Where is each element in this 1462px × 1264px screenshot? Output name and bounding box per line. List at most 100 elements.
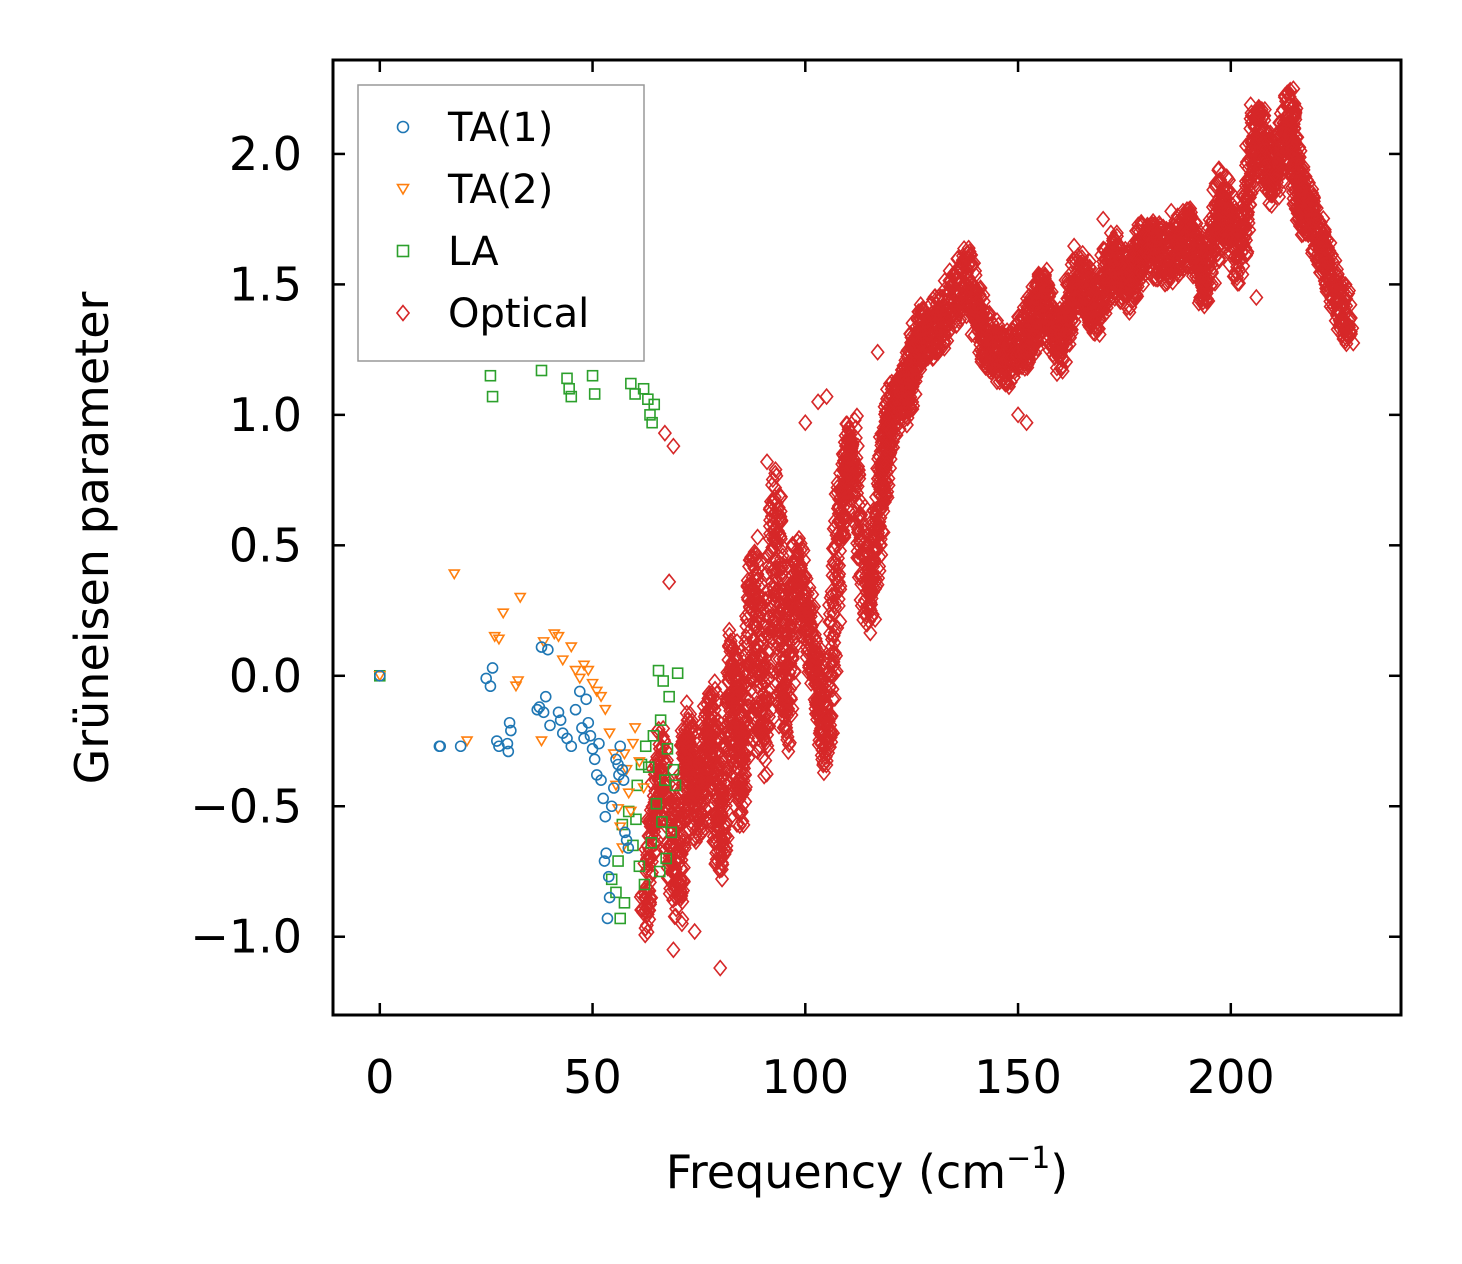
point-optical — [1296, 158, 1311, 176]
point-optical — [737, 699, 752, 717]
point-optical — [913, 296, 928, 314]
point-optical — [659, 751, 675, 769]
point-optical — [854, 506, 869, 524]
point-optical — [1240, 187, 1255, 205]
point-optical — [827, 616, 842, 635]
point-optical — [823, 666, 838, 684]
point-optical — [850, 477, 865, 496]
point-optical — [876, 474, 891, 492]
point-optical — [762, 717, 777, 735]
point-optical — [876, 502, 891, 520]
point-optical — [760, 625, 775, 644]
point-optical — [718, 817, 733, 835]
point-optical — [1237, 218, 1252, 236]
point-optical — [970, 292, 985, 310]
point-optical — [845, 434, 860, 452]
point-optical — [940, 313, 956, 332]
point-optical — [847, 464, 862, 482]
point-optical — [826, 653, 841, 671]
point-optical — [750, 528, 765, 546]
point-optical — [1105, 232, 1121, 250]
point-optical — [714, 759, 729, 778]
point-optical — [823, 728, 838, 747]
point-optical — [1150, 270, 1165, 288]
point-optical — [1294, 175, 1309, 193]
point-optical — [763, 657, 778, 676]
point-optical — [783, 655, 798, 673]
point-optical — [738, 712, 754, 731]
point-optical — [730, 784, 745, 803]
point-optical — [847, 485, 862, 504]
point-optical — [821, 712, 836, 730]
point-optical — [640, 837, 655, 855]
point-optical — [756, 693, 771, 711]
point-optical — [724, 688, 739, 706]
point-optical — [863, 624, 878, 642]
point-optical — [729, 815, 745, 834]
point-optical — [787, 663, 802, 681]
point-optical — [773, 550, 789, 568]
point-optical — [775, 559, 790, 577]
point-optical — [737, 675, 752, 693]
point-optical — [1304, 204, 1319, 222]
point-optical — [760, 681, 775, 700]
point-optical — [765, 470, 780, 489]
point-optical — [1232, 252, 1247, 270]
point-optical — [705, 721, 720, 740]
point-optical — [1204, 262, 1219, 281]
point-optical — [1014, 358, 1030, 376]
point-optical — [833, 612, 848, 631]
point-optical — [675, 910, 690, 928]
point-optical — [674, 851, 689, 869]
point-optical — [760, 589, 775, 608]
point-optical — [818, 713, 833, 732]
point-optical — [1049, 364, 1065, 383]
point-optical — [799, 569, 814, 588]
point-optical — [848, 466, 863, 485]
point-optical — [732, 771, 747, 789]
point-optical — [671, 850, 686, 868]
point-optical — [715, 832, 730, 851]
point-optical — [657, 774, 673, 792]
point-optical — [784, 627, 800, 645]
point-optical — [943, 272, 959, 290]
point-optical — [1205, 242, 1220, 260]
point-optical — [824, 637, 839, 656]
point-optical — [714, 829, 729, 847]
point-optical — [863, 573, 878, 591]
point-optical — [759, 604, 774, 623]
point-optical — [815, 750, 830, 769]
point-optical — [730, 779, 746, 798]
point-optical — [1120, 298, 1135, 316]
point-optical — [643, 895, 658, 913]
point-optical — [764, 541, 779, 560]
point-optical — [1227, 267, 1242, 285]
point-optical — [961, 255, 976, 274]
point-optical — [703, 698, 718, 716]
axis-ticks — [333, 60, 1401, 1015]
point-optical — [742, 551, 757, 569]
point-optical — [760, 547, 776, 566]
point-optical — [1219, 181, 1234, 199]
point-optical — [880, 455, 895, 473]
point-optical — [691, 800, 706, 819]
point-optical — [1061, 318, 1076, 336]
point-optical — [1207, 274, 1223, 292]
point-optical — [1000, 374, 1015, 392]
point-optical — [1183, 199, 1198, 218]
point-optical — [679, 694, 694, 712]
point-optical — [1286, 80, 1301, 98]
point-optical — [859, 605, 874, 624]
point-optical — [667, 907, 682, 926]
point-optical — [907, 357, 922, 376]
point-optical — [729, 752, 744, 771]
point-optical — [822, 613, 837, 631]
point-optical — [640, 880, 655, 898]
point-optical — [1320, 241, 1335, 260]
point-optical — [711, 809, 726, 827]
point-optical — [1243, 195, 1258, 214]
point-optical — [819, 680, 834, 699]
point-optical — [963, 254, 978, 272]
point-optical — [826, 627, 841, 645]
point-optical — [863, 587, 879, 605]
